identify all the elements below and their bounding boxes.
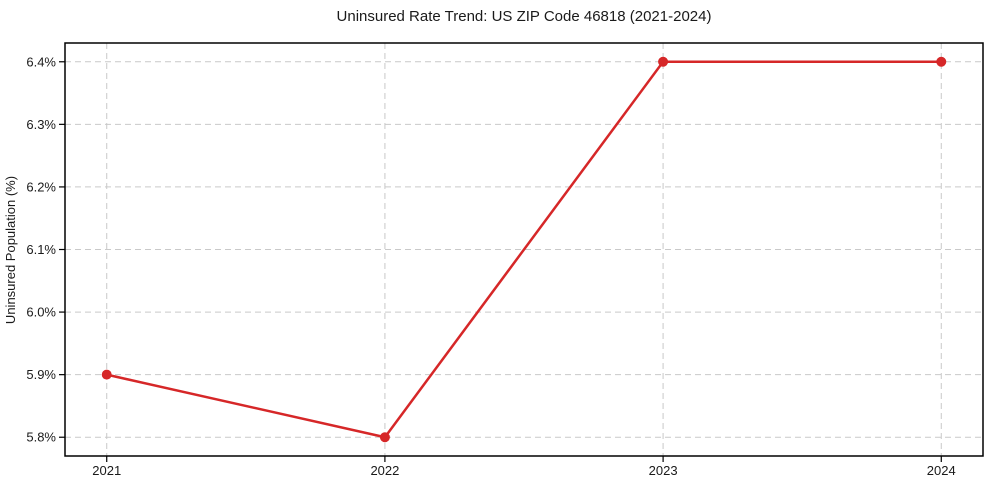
x-tick-label: 2023 <box>649 463 678 478</box>
data-point-marker <box>936 56 947 67</box>
y-tick-label: 6.1% <box>26 242 56 257</box>
data-point-marker <box>101 369 112 380</box>
plot-area-border <box>64 42 984 457</box>
x-tick-label: 2022 <box>370 463 399 478</box>
y-axis-label: Uninsured Population (%) <box>3 176 18 324</box>
data-point-marker <box>379 432 390 443</box>
y-tick-label: 5.8% <box>26 430 56 445</box>
y-tick-label: 6.3% <box>26 117 56 132</box>
y-tick-label: 6.0% <box>26 305 56 320</box>
trend-line <box>105 60 943 439</box>
axis-labels: Uninsured Rate Trend: US ZIP Code 46818 … <box>3 8 711 324</box>
trend-line-series <box>101 56 947 443</box>
data-point-marker <box>658 56 669 67</box>
chart-title: Uninsured Rate Trend: US ZIP Code 46818 … <box>337 8 712 25</box>
x-tick-label: 2021 <box>92 463 121 478</box>
y-tick-label: 5.9% <box>26 367 56 382</box>
x-tick-label: 2024 <box>927 463 956 478</box>
y-tick-label: 6.4% <box>26 54 56 69</box>
y-tick-label: 6.2% <box>26 179 56 194</box>
axes: 5.8% 5.9% 6.0% 6.1% 6.2% 6.3% 6.4% 2021 2022 2023… <box>26 42 984 478</box>
